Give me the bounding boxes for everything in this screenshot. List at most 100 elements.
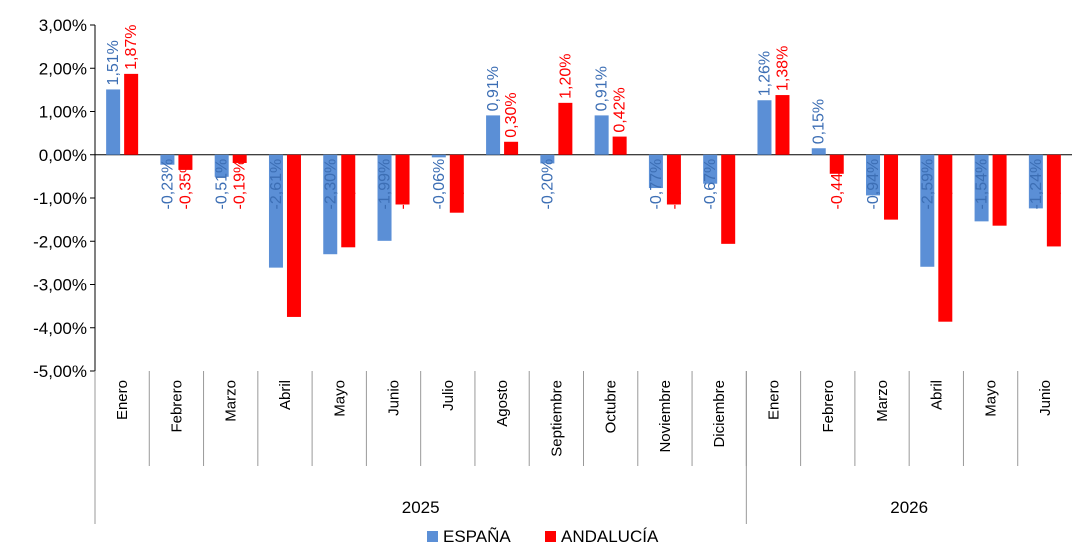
bar-espana	[703, 154, 718, 184]
bar-espana	[757, 100, 772, 155]
bar-andalucia	[504, 141, 519, 155]
data-label-andalucia: -3,75%	[286, 159, 303, 210]
y-tick-label: -2,00%	[33, 232, 87, 251]
data-label-andalucia: 0,42%	[612, 87, 629, 132]
data-label-andalucia: 1,87%	[123, 24, 140, 69]
bar-andalucia	[558, 102, 573, 155]
bar-espana	[1028, 154, 1043, 209]
bar-espana	[214, 154, 229, 177]
bar-andalucia	[124, 73, 139, 155]
legend-swatch-andalucia	[545, 531, 556, 542]
data-label-espana: 0,15%	[811, 99, 828, 144]
data-label-andalucia: -3,86%	[937, 159, 954, 210]
bar-espana	[811, 148, 826, 155]
data-label-andalucia: -1,15%	[395, 159, 412, 210]
data-label-andalucia: 0,30%	[503, 92, 520, 137]
bar-andalucia	[938, 154, 953, 322]
bar-andalucia	[232, 154, 247, 163]
category-label: Septiembre	[548, 380, 565, 457]
legend-swatch-espana	[427, 531, 438, 542]
data-label-andalucia: -1,34%	[449, 159, 466, 210]
data-label-espana: -0,51%	[214, 159, 231, 210]
category-label: Mayo	[331, 380, 348, 417]
data-label-andalucia: -2,14%	[340, 159, 357, 210]
group-label: 2026	[890, 498, 928, 517]
data-label-espana: -0,06%	[431, 159, 448, 210]
data-label-espana: 0,91%	[594, 66, 611, 111]
bar-andalucia	[884, 154, 899, 220]
category-label: Noviembre	[657, 380, 674, 453]
y-tick-label: 2,00%	[39, 59, 87, 78]
data-label-andalucia: -2,12%	[1046, 159, 1063, 210]
bar-andalucia	[1046, 154, 1061, 247]
bar-andalucia	[775, 95, 790, 155]
category-label: Octubre	[603, 380, 620, 433]
bar-andalucia	[992, 154, 1007, 226]
group-label: 2025	[402, 498, 440, 517]
bar-espana	[594, 115, 609, 155]
y-tick-label: 3,00%	[39, 16, 87, 35]
category-label: Abril	[928, 380, 945, 410]
bar-espana	[540, 154, 555, 164]
y-tick-label: 1,00%	[39, 103, 87, 122]
data-label-espana: -0,23%	[159, 159, 176, 210]
data-label-andalucia: -1,64%	[992, 159, 1009, 210]
data-label-andalucia: -1,15%	[666, 159, 683, 210]
bar-andalucia	[178, 154, 193, 170]
category-label: Marzo	[223, 380, 240, 422]
bar-espana	[866, 154, 881, 196]
data-label-andalucia: -1,50%	[883, 159, 900, 210]
bar-espana	[974, 154, 989, 222]
y-tick-label: -5,00%	[33, 362, 87, 381]
y-tick-label: -4,00%	[33, 319, 87, 338]
bar-espana	[431, 154, 446, 158]
data-label-espana: -2,30%	[322, 159, 339, 210]
data-label-espana: -0,77%	[648, 159, 665, 210]
category-label: Mayo	[983, 380, 1000, 417]
bar-espana	[323, 154, 338, 255]
bar-espana	[920, 154, 935, 267]
category-label: Julio	[440, 380, 457, 411]
category-label: Marzo	[874, 380, 891, 422]
category-label: Enero	[765, 380, 782, 420]
category-label: Enero	[114, 380, 131, 420]
data-label-espana: 0,91%	[485, 66, 502, 111]
category-label: Agosto	[494, 380, 511, 427]
category-label: Junio	[386, 380, 403, 416]
bar-andalucia	[612, 136, 627, 155]
y-tick-label: -3,00%	[33, 276, 87, 295]
y-tick-label: -1,00%	[33, 189, 87, 208]
data-label-espana: -2,61%	[268, 159, 285, 210]
data-label-andalucia: -2,06%	[720, 159, 737, 210]
bar-andalucia	[666, 154, 681, 205]
data-label-espana: -0,67%	[702, 159, 719, 210]
bar-andalucia	[286, 154, 301, 317]
data-label-andalucia: 1,38%	[774, 46, 791, 91]
category-label: Diciembre	[711, 380, 728, 448]
data-label-andalucia: -0,35%	[177, 159, 194, 210]
category-label: Febrero	[820, 380, 837, 433]
legend-label-andalucia: ANDALUCÍA	[561, 527, 659, 546]
data-label-espana: -1,24%	[1028, 159, 1045, 210]
category-label: Abril	[277, 380, 294, 410]
bar-espana	[648, 154, 663, 189]
y-tick-label: 0,00%	[39, 146, 87, 165]
bar-espana	[486, 115, 501, 155]
bar-andalucia	[449, 154, 464, 213]
data-label-espana: -2,59%	[919, 159, 936, 210]
data-label-espana: -1,99%	[377, 159, 394, 210]
bar-andalucia	[829, 154, 844, 174]
data-label-andalucia: -0,19%	[232, 159, 249, 210]
bar-espana	[268, 154, 283, 268]
bar-andalucia	[721, 154, 736, 244]
bar-espana	[106, 89, 121, 155]
data-label-espana: -0,94%	[865, 159, 882, 210]
data-label-espana: -0,20%	[539, 159, 556, 210]
data-label-espana: 1,26%	[756, 51, 773, 96]
category-label: Febrero	[168, 380, 185, 433]
bar-espana	[160, 154, 175, 165]
bar-espana	[377, 154, 392, 241]
legend-label-espana: ESPAÑA	[443, 527, 511, 546]
data-label-espana: -1,54%	[974, 159, 991, 210]
